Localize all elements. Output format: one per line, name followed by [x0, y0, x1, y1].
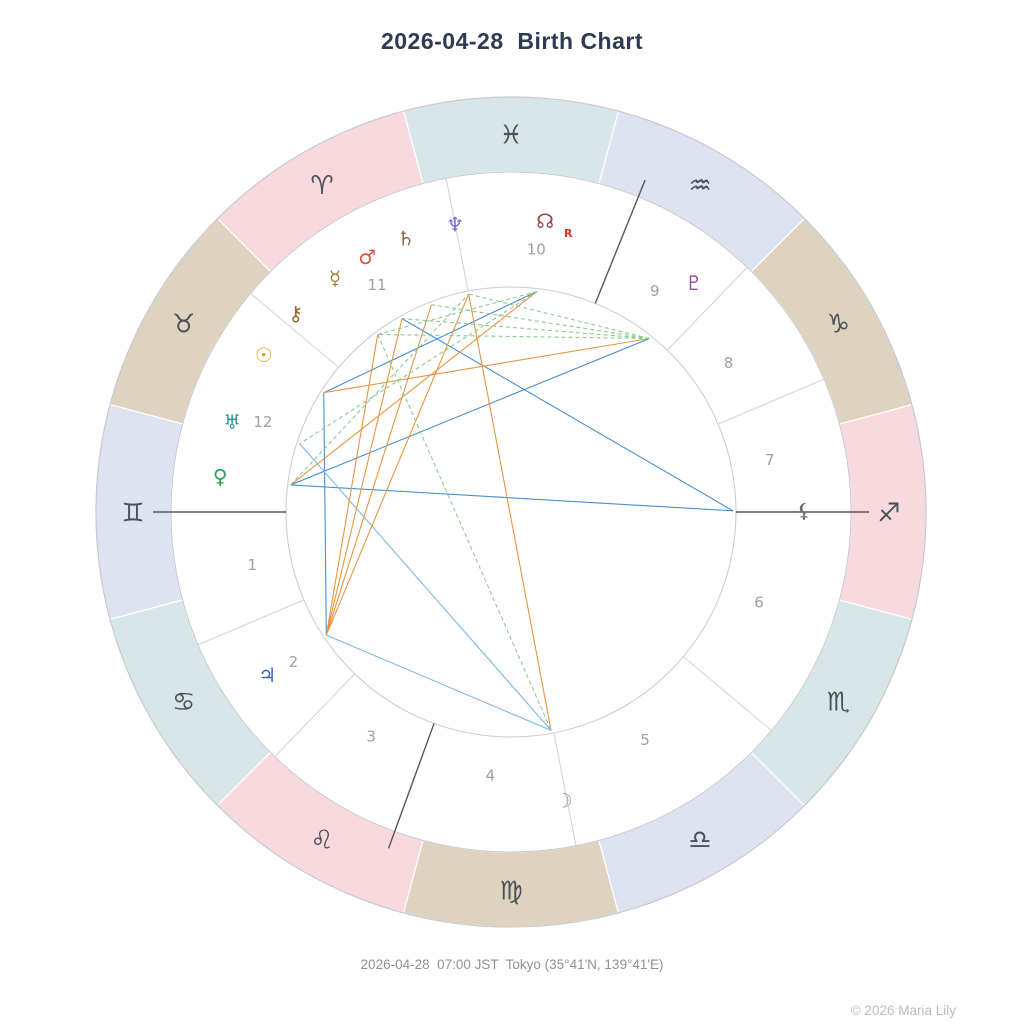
house-number-10: 10: [527, 241, 546, 259]
house-cusp-line: [274, 673, 356, 757]
house-cusp-line: [553, 732, 577, 846]
aspect-line-neptune-jupiter: [325, 293, 470, 636]
copyright-notice: © 2026 Maria Lily: [850, 1003, 956, 1018]
house-number-3: 3: [366, 727, 376, 745]
jupiter-icon: ♃: [258, 663, 276, 687]
taurus-icon: ♉: [172, 309, 195, 339]
house-cusp-line: [197, 599, 305, 646]
house-cusp-line: [683, 656, 772, 731]
north-node-retrograde-marker: R: [564, 227, 573, 240]
scorpio-icon: ♏: [827, 687, 850, 717]
cancer-icon: ♋: [172, 687, 195, 717]
house-number-8: 8: [724, 354, 734, 372]
house-number-9: 9: [650, 282, 660, 300]
uranus-icon: ♅: [223, 410, 241, 434]
house-number-5: 5: [640, 731, 650, 749]
sagittarius-icon: ♐: [877, 498, 900, 528]
axis-line: [387, 723, 435, 849]
saturn-icon: ♄: [397, 227, 415, 251]
outer-circle: [95, 96, 927, 928]
aspect-line-venus-neptune: [290, 293, 470, 486]
aspect-line-moon-jupiter: [326, 634, 552, 731]
pisces-icon: ♓: [499, 120, 522, 150]
house-cusp-line: [250, 293, 339, 368]
house-cusp-line: [445, 178, 469, 292]
neptune-icon: ♆: [446, 213, 464, 237]
aspect-line-venus-node: [290, 291, 538, 486]
page-title: 2026-04-28 Birth Chart: [380, 28, 644, 54]
aspect-line-mercury-moon: [377, 334, 552, 731]
aspect-line-sun-jupiter: [323, 392, 327, 636]
house-number-4: 4: [486, 767, 496, 785]
aspect-line-node-sun: [323, 291, 538, 394]
aspect-line-mars-jupiter: [325, 318, 403, 636]
chart-datetime-location: 2026-04-28 07:00 JST Tokyo (35°41'N, 139…: [360, 957, 664, 972]
libra-icon: ♎: [688, 826, 711, 856]
moon-icon: ☽: [555, 788, 573, 812]
house-number-7: 7: [765, 451, 775, 469]
axis-line: [594, 179, 646, 304]
mercury-icon: ☿: [329, 266, 341, 290]
house-number-11: 11: [367, 276, 386, 294]
aspect-line-pluto-mercury: [377, 333, 650, 340]
pluto-icon: ♇: [685, 271, 703, 295]
chiron-icon: ⚷: [288, 301, 303, 325]
aspect-line-saturn-jupiter: [325, 304, 432, 636]
aspect-line-pluto-sun: [323, 337, 650, 394]
north-node-icon: ☊: [536, 209, 554, 233]
house-number-2: 2: [289, 653, 299, 671]
aries-icon: ♈: [310, 171, 333, 201]
virgo-icon: ♍: [499, 876, 522, 906]
house-number-6: 6: [754, 594, 764, 612]
aspect-line-pluto-neptune: [468, 293, 650, 340]
aspect-line-mercury-jupiter: [325, 334, 379, 636]
aspect-circle: [285, 286, 737, 738]
house-cusp-line: [666, 267, 748, 351]
aspect-line-venus-lilith: [290, 484, 734, 512]
sun-icon: ☉: [255, 343, 273, 367]
aspect-line-pluto-mars: [401, 318, 650, 340]
gemini-icon: ♊: [121, 498, 144, 528]
house-cusp-line: [717, 378, 825, 425]
aspect-line-pluto-saturn: [431, 304, 650, 340]
aquarius-icon: ♒: [688, 171, 711, 201]
aspect-line-node-uranus: [299, 291, 538, 445]
aspect-line-moon-uranus: [299, 443, 552, 731]
leo-icon: ♌: [310, 826, 333, 856]
capricorn-icon: ♑: [827, 309, 850, 339]
aspect-line-neptune-moon: [468, 293, 552, 731]
aspect-line-mars-lilith: [401, 318, 734, 512]
venus-icon: ♀: [213, 464, 228, 488]
lilith-icon: ⚸: [797, 499, 812, 523]
house-number-12: 12: [253, 413, 272, 431]
mars-icon: ♂: [358, 245, 376, 269]
aspect-line-pluto-venus: [290, 337, 650, 486]
house-number-1: 1: [248, 556, 258, 574]
